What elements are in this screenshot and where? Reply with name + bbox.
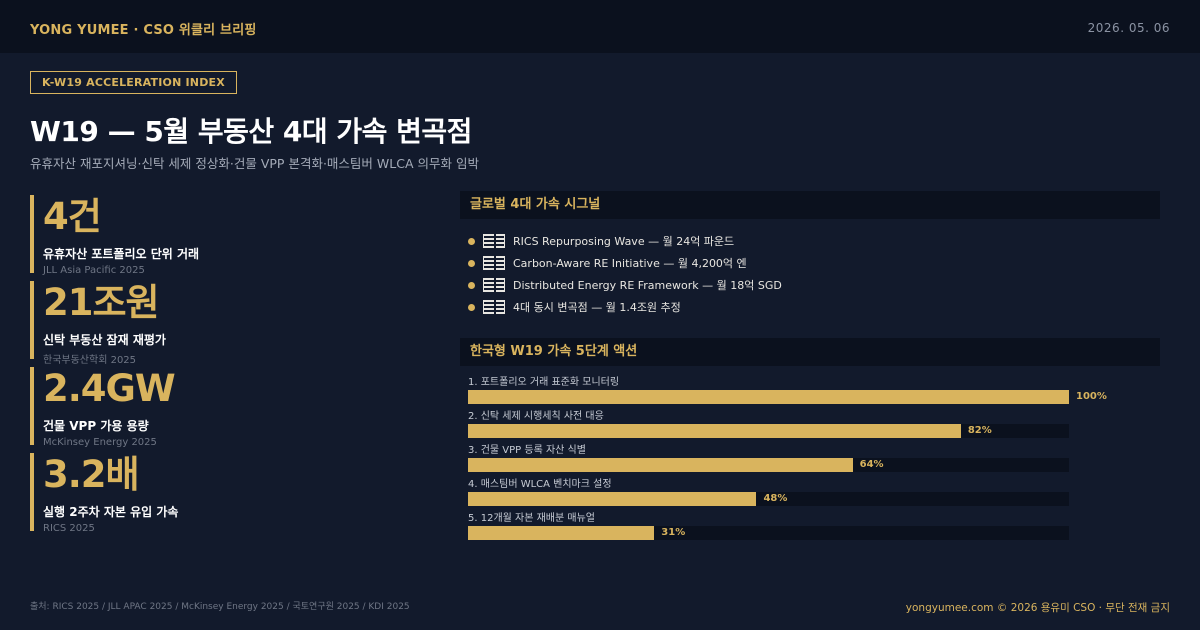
page-title: W19 — 5월 부동산 4대 가속 변곡점	[30, 115, 472, 148]
action-row: 3. 건물 VPP 등록 자산 식별 64%	[468, 444, 1168, 478]
action-label: 2. 신탁 세제 시행세칙 사전 대응	[468, 411, 604, 422]
stats-column: 4건 유휴자산 포트폴리오 단위 거래 JLL Asia Pacific 202…	[30, 195, 430, 539]
signal-text: Carbon-Aware RE Initiative — 월 4,200억 엔	[513, 257, 747, 270]
bars-icon	[483, 256, 505, 270]
action-label: 1. 포트폴리오 거래 표준화 모니터링	[468, 377, 620, 388]
action-row: 2. 신탁 세제 시행세칙 사전 대응 82%	[468, 410, 1168, 444]
signals-list: RICS Repurposing Wave — 월 24억 파운드 Carbon…	[468, 230, 1158, 318]
stat-label: 건물 VPP 가용 용량	[43, 419, 149, 433]
bar-value-label: 100%	[1076, 391, 1107, 402]
bar-value-label: 82%	[967, 425, 992, 436]
signal-text: RICS Repurposing Wave — 월 24억 파운드	[513, 235, 735, 248]
bars-icon	[483, 300, 505, 314]
bars-icon	[483, 278, 505, 292]
stat-value: 21조원	[43, 281, 160, 324]
stat-card: 2.4GW 건물 VPP 가용 용량 McKinsey Energy 2025	[30, 367, 430, 448]
index-tag: K-W19 ACCELERATION INDEX	[30, 71, 237, 94]
signal-item: Distributed Energy RE Framework — 월 18억 …	[468, 274, 1158, 296]
stat-label: 유휴자산 포트폴리오 단위 거래	[43, 247, 200, 261]
footer-sources: 출처: RICS 2025 / JLL APAC 2025 / McKinsey…	[30, 602, 410, 612]
stat-source: 한국부동산학회 2025	[43, 355, 137, 366]
page-subtitle: 유휴자산 재포지셔닝·신탁 세제 정상화·건물 VPP 본격화·매스팀버 WLC…	[30, 156, 479, 171]
bullet-dot-icon	[468, 303, 475, 311]
signal-item: RICS Repurposing Wave — 월 24억 파운드	[468, 230, 1158, 252]
bar-track	[468, 424, 1069, 438]
stat-label: 실행 2주차 자본 유입 가속	[43, 505, 179, 519]
bar-track	[468, 492, 1069, 506]
stat-value: 4건	[43, 195, 102, 238]
bar-track	[468, 458, 1069, 472]
bar-value-label: 48%	[763, 493, 788, 504]
signals-heading: 글로벌 4대 가속 시그널	[460, 191, 1160, 219]
signal-item: 4대 동시 변곡점 — 월 1.4조원 추정	[468, 296, 1158, 318]
stat-value: 3.2배	[43, 453, 140, 496]
stat-source: McKinsey Energy 2025	[43, 437, 157, 448]
actions-heading: 한국형 W19 가속 5단계 액션	[460, 338, 1160, 366]
signal-text: 4대 동시 변곡점 — 월 1.4조원 추정	[513, 301, 681, 314]
stat-value: 2.4GW	[43, 367, 176, 410]
stat-source: RICS 2025	[43, 523, 95, 534]
action-row: 1. 포트폴리오 거래 표준화 모니터링 100%	[468, 376, 1168, 410]
stat-card: 4건 유휴자산 포트폴리오 단위 거래 JLL Asia Pacific 202…	[30, 195, 430, 276]
issue-date: 2026. 05. 06	[1087, 21, 1170, 35]
action-row: 4. 매스팀버 WLCA 벤치마크 설정 48%	[468, 478, 1168, 512]
bar-fill	[468, 458, 853, 472]
bar-value-label: 64%	[859, 459, 884, 470]
bar-track	[468, 526, 1069, 540]
bullet-dot-icon	[468, 281, 475, 289]
bullet-dot-icon	[468, 237, 475, 245]
bar-fill	[468, 390, 1069, 404]
bar-track	[468, 390, 1069, 404]
bar-value-label: 31%	[661, 527, 686, 538]
brand-title: YONG YUMEE · CSO 위클리 브리핑	[30, 23, 257, 38]
bullet-dot-icon	[468, 259, 475, 267]
bar-fill	[468, 424, 961, 438]
action-label: 5. 12개월 자본 재배분 매뉴얼	[468, 513, 595, 524]
actions-chart: 1. 포트폴리오 거래 표준화 모니터링 100% 2. 신탁 세제 시행세칙 …	[468, 376, 1168, 546]
signal-text: Distributed Energy RE Framework — 월 18억 …	[513, 279, 782, 292]
footer-copyright: yongyumee.com © 2026 용유미 CSO · 무단 전재 금지	[905, 602, 1170, 614]
signal-item: Carbon-Aware RE Initiative — 월 4,200억 엔	[468, 252, 1158, 274]
bar-fill	[468, 492, 757, 506]
top-bar: YONG YUMEE · CSO 위클리 브리핑 2026. 05. 06	[0, 0, 1200, 53]
stat-label: 신탁 부동산 잠재 재평가	[43, 333, 166, 347]
stat-card: 3.2배 실행 2주차 자본 유입 가속 RICS 2025	[30, 453, 430, 534]
bar-fill	[468, 526, 655, 540]
bars-icon	[483, 234, 505, 248]
action-row: 5. 12개월 자본 재배분 매뉴얼 31%	[468, 512, 1168, 546]
action-label: 4. 매스팀버 WLCA 벤치마크 설정	[468, 479, 612, 490]
stat-card: 21조원 신탁 부동산 잠재 재평가 한국부동산학회 2025	[30, 281, 430, 366]
stat-source: JLL Asia Pacific 2025	[43, 265, 145, 276]
action-label: 3. 건물 VPP 등록 자산 식별	[468, 445, 586, 456]
